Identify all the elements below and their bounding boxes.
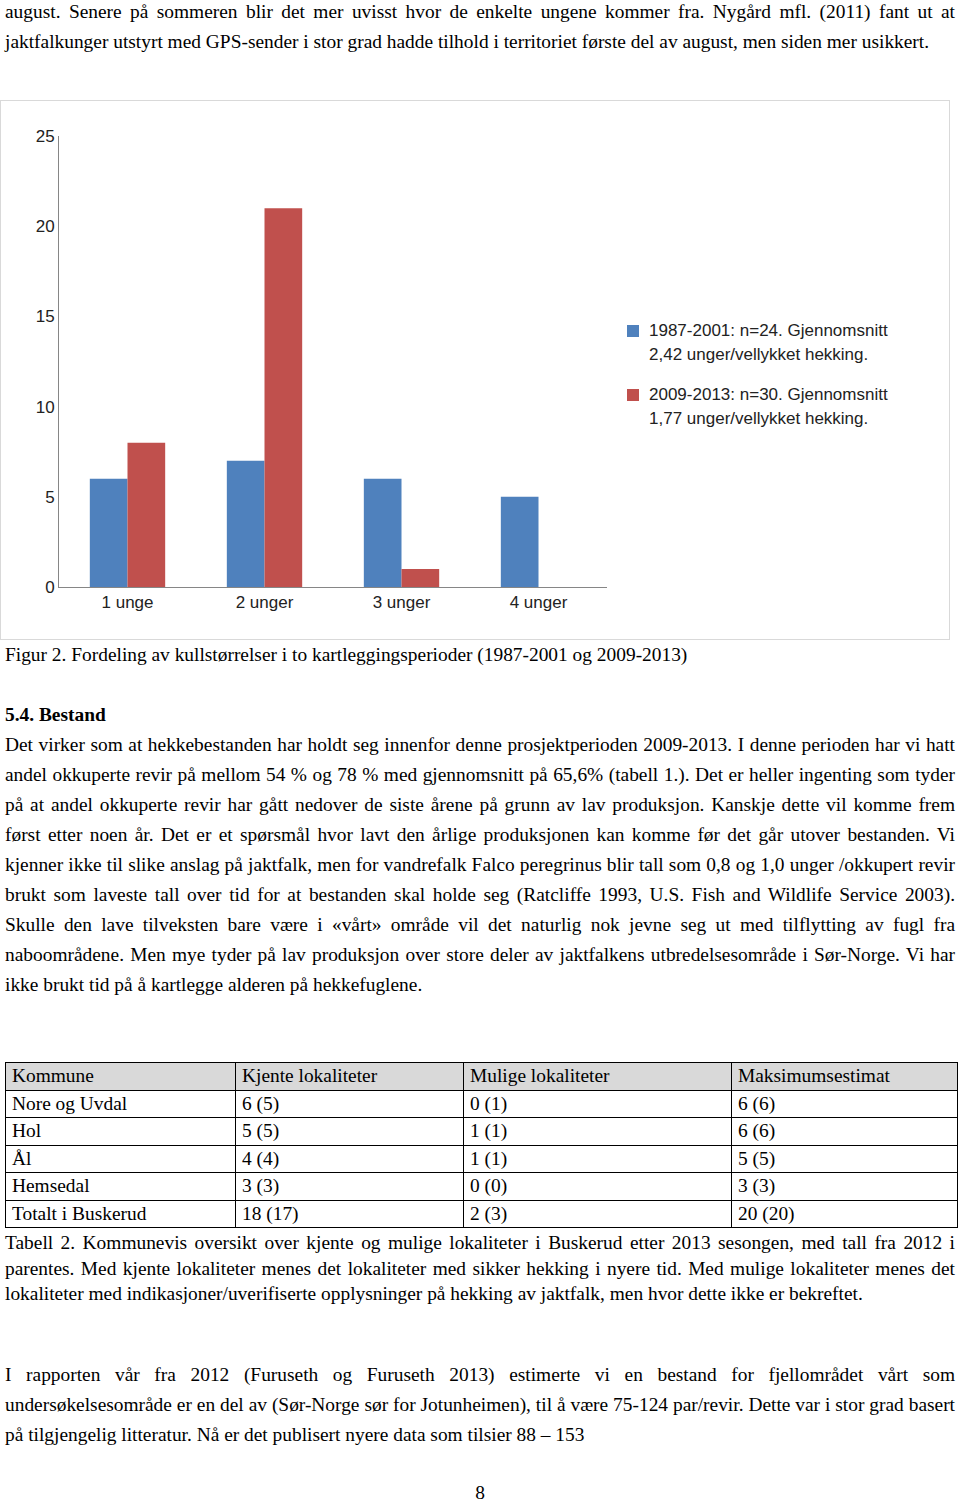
html-text:2009-2013: n=30. Gjennomsnitt: 2009-2013: n=30. Gjennomsnitt 1,77 unger… [649,385,888,428]
svg-text:15: 15 [36,307,55,326]
html-text:Kommune: Kommune [12,1065,94,1087]
html-text:6 (6): 6 (6) [738,1092,776,1114]
html-text:3 (3): 3 (3) [242,1175,280,1197]
svg-text:5: 5 [45,488,54,507]
html-text:5 (5): 5 (5) [738,1147,776,1169]
html-text:Hemsedal: Hemsedal [12,1175,90,1197]
html-text:1 (1): 1 (1) [470,1120,508,1142]
html-text:20 (20): 20 (20) [738,1202,795,1224]
html-text:6 (6): 6 (6) [738,1120,776,1142]
svg-text:3 unger: 3 unger [373,593,431,612]
html-text:5 (5): 5 (5) [242,1120,280,1142]
html-text:1 (1): 1 (1) [470,1147,508,1169]
html-text:Hol: Hol [12,1120,42,1142]
html-text:8: 8 [475,1482,485,1502]
html-text:Tabell 2. Kommunevis oversikt: Tabell 2. Kommunevis oversikt over kjent… [5,1232,955,1304]
svg-text:2 unger: 2 unger [236,593,294,612]
html-text:Figur 2. Fordeling av kullstør: Figur 2. Fordeling av kullstørrelser i t… [5,644,688,665]
svg-text:0: 0 [45,578,54,597]
html-text:6 (5): 6 (5) [242,1092,280,1114]
svg-text:1 unge: 1 unge [102,593,154,612]
svg-text:25: 25 [36,127,55,146]
html-text:Det virker som at hekkebestand: Det virker som at hekkebestanden har hol… [5,734,955,995]
svg-text:4 unger: 4 unger [510,593,568,612]
html-text:3 (3): 3 (3) [738,1175,776,1197]
html-text:august. Senere på sommeren bli: august. Senere på sommeren blir det mer … [5,1,955,52]
html-text:5.4. Bestand: 5.4. Bestand [5,704,106,725]
svg-text:10: 10 [36,398,55,417]
html-text:Maksimumsestimat: Maksimumsestimat [738,1065,890,1087]
html-text:Nore og Uvdal: Nore og Uvdal [12,1092,128,1114]
html-text:0 (1): 0 (1) [470,1092,508,1114]
html-text:4 (4): 4 (4) [242,1147,280,1169]
svg-text:20: 20 [36,217,55,236]
html-text:1987-2001: n=24. Gjennomsnitt: 1987-2001: n=24. Gjennomsnitt 2,42 unger… [649,321,888,364]
html-text:2 (3): 2 (3) [470,1202,508,1224]
html-text:Mulige lokaliteter: Mulige lokaliteter [470,1065,610,1087]
html-text:Ål: Ål [12,1147,32,1169]
html-text:18 (17): 18 (17) [242,1202,299,1224]
html-text:Totalt i Buskerud: Totalt i Buskerud [12,1202,147,1224]
html-text:0 (0): 0 (0) [470,1175,508,1197]
html-text:Kjente lokaliteter: Kjente lokaliteter [242,1065,378,1087]
html-text:I rapporten vår fra 2012 (Furu: I rapporten vår fra 2012 (Furuseth og Fu… [5,1364,955,1445]
